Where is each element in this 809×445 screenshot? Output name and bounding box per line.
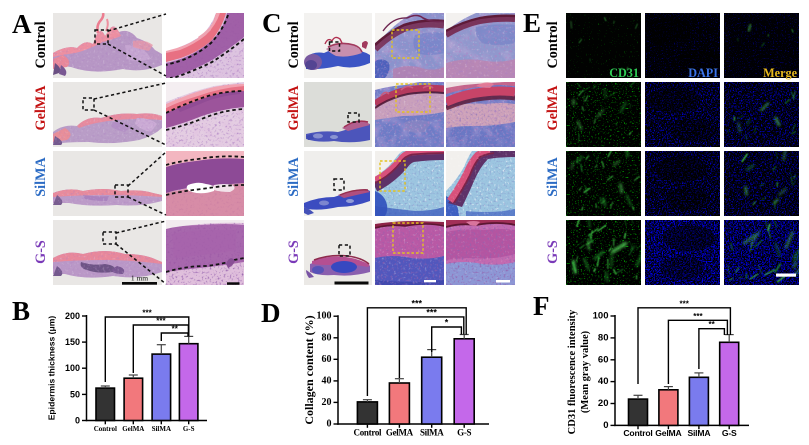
svg-text:60: 60	[322, 354, 332, 365]
svg-text:100: 100	[593, 311, 609, 322]
svg-text:100: 100	[65, 363, 80, 373]
svg-text:100: 100	[317, 311, 332, 322]
svg-text:G-S: G-S	[722, 428, 737, 438]
svg-text:Control: Control	[94, 425, 117, 433]
svg-text:***: ***	[156, 317, 166, 326]
svg-text:CD31: CD31	[609, 66, 639, 80]
svg-text:200: 200	[65, 311, 80, 321]
svg-text:**: **	[172, 325, 179, 334]
svg-text:Epidermis thickness (μm): Epidermis thickness (μm)	[47, 316, 57, 421]
svg-text:Merge: Merge	[763, 66, 797, 80]
svg-text:**: **	[708, 320, 715, 329]
svg-text:80: 80	[322, 332, 332, 343]
svg-text:40: 40	[322, 375, 332, 386]
svg-text:GelMA: GelMA	[122, 425, 144, 433]
svg-text:CD31 fluorescence intensity: CD31 fluorescence intensity	[567, 309, 578, 434]
svg-text:(Mean gray value): (Mean gray value)	[580, 330, 591, 413]
svg-text:0: 0	[603, 420, 608, 431]
svg-text:GelMA: GelMA	[386, 428, 414, 438]
svg-text:***: ***	[412, 298, 423, 308]
svg-text:20: 20	[322, 397, 332, 408]
svg-text:0: 0	[327, 419, 332, 430]
svg-text:***: ***	[693, 312, 703, 321]
svg-text:0: 0	[75, 416, 80, 426]
svg-text:GelMA: GelMA	[655, 428, 681, 438]
svg-text:150: 150	[65, 337, 80, 347]
svg-text:SilMA: SilMA	[420, 428, 444, 438]
svg-text:SilMA: SilMA	[687, 428, 710, 438]
svg-text:60: 60	[598, 354, 609, 365]
svg-text:50: 50	[70, 389, 80, 399]
svg-text:40: 40	[598, 376, 609, 387]
svg-text:G-S: G-S	[457, 428, 471, 438]
svg-text:***: ***	[426, 307, 437, 317]
svg-text:DAPI: DAPI	[688, 66, 718, 80]
svg-text:***: ***	[142, 309, 152, 318]
svg-text:80: 80	[598, 332, 609, 343]
svg-text:***: ***	[680, 299, 690, 308]
svg-text:G-S: G-S	[183, 425, 195, 433]
svg-text:SilMA: SilMA	[152, 425, 171, 433]
svg-text:*: *	[445, 318, 449, 328]
svg-text:20: 20	[598, 398, 609, 409]
svg-text:Collagen content (%): Collagen content (%)	[302, 315, 316, 424]
svg-text:Control: Control	[623, 428, 652, 438]
svg-text:1 mm: 1 mm	[131, 274, 148, 283]
svg-text:Control: Control	[354, 428, 383, 438]
